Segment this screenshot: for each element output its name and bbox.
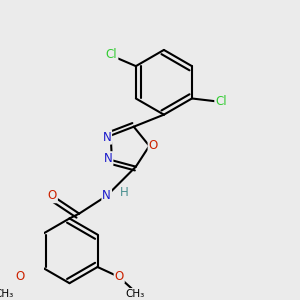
Text: O: O — [15, 270, 24, 283]
Text: N: N — [104, 152, 112, 165]
Text: CH₃: CH₃ — [125, 289, 144, 299]
Text: O: O — [115, 270, 124, 283]
Text: N: N — [102, 131, 111, 144]
Text: O: O — [48, 189, 57, 202]
Text: CH₃: CH₃ — [0, 289, 14, 299]
Text: H: H — [120, 186, 129, 199]
Text: N: N — [102, 189, 111, 202]
Text: Cl: Cl — [106, 48, 117, 61]
Text: Cl: Cl — [215, 95, 227, 108]
Text: O: O — [148, 140, 158, 152]
